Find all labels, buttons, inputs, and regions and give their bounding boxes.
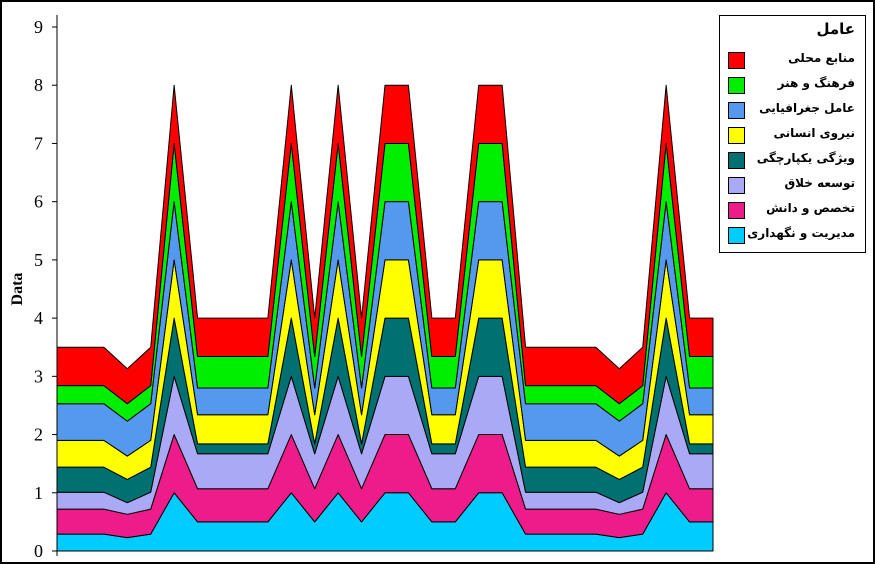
legend-swatch — [728, 77, 745, 94]
legend-item: تخصص و دانش — [720, 200, 865, 222]
legend-swatch — [728, 202, 745, 219]
area-series-8 — [56, 84, 714, 405]
legend-swatch — [728, 52, 745, 69]
y-tick-label: 5 — [34, 250, 43, 270]
legend-label: منابع محلی — [788, 51, 855, 65]
legend-label: عامل جغرافیایی — [759, 101, 855, 115]
legend-item: عامل جغرافیایی — [720, 100, 865, 122]
y-tick-label: 3 — [34, 366, 43, 386]
legend-swatch — [728, 127, 745, 144]
legend-item: نیروی انسانی — [720, 125, 865, 147]
legend-title: عامل — [816, 20, 855, 38]
y-axis-title: Data — [9, 273, 26, 306]
legend-item: فرهنگ و هنر — [720, 75, 865, 97]
y-tick-label: 4 — [34, 308, 43, 328]
legend-swatch — [728, 227, 745, 244]
legend-label: فرهنگ و هنر — [777, 76, 855, 90]
y-tick-label: 0 — [34, 541, 43, 561]
legend-item: ویژگی یکپارچگی — [720, 150, 865, 172]
legend-label: مدیریت و نگهداری — [747, 226, 855, 240]
y-tick-label: 2 — [34, 425, 43, 445]
legend-item: توسعه خلاق — [720, 175, 865, 197]
y-tick-label: 6 — [34, 192, 43, 212]
stacked-areas — [56, 84, 714, 552]
legend-swatch — [728, 152, 745, 169]
legend-label: نیروی انسانی — [773, 126, 856, 140]
legend: عامل منابع محلی فرهنگ و هنر عامل جغرافیایی… — [719, 15, 866, 253]
legend-swatch — [728, 102, 745, 119]
legend-label: ویژگی یکپارچگی — [756, 151, 855, 165]
legend-item: منابع محلی — [720, 50, 865, 72]
y-tick-label: 1 — [34, 483, 43, 503]
legend-label: توسعه خلاق — [784, 176, 855, 190]
y-tick-label: 8 — [34, 75, 43, 95]
y-tick-label: 7 — [34, 133, 43, 153]
y-tick-label: 9 — [34, 17, 43, 37]
y-axis: 0 1 2 3 4 5 6 7 8 9 — [34, 15, 713, 561]
legend-swatch — [728, 177, 745, 194]
legend-label: تخصص و دانش — [766, 201, 855, 215]
legend-item: مدیریت و نگهداری — [720, 225, 865, 247]
